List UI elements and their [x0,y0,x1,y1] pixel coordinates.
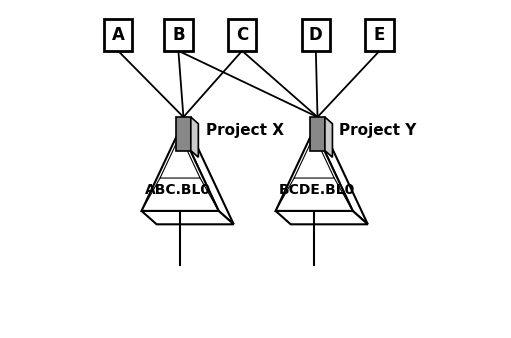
Polygon shape [180,129,234,224]
Text: A: A [111,26,125,44]
Polygon shape [176,117,191,150]
Text: D: D [309,26,323,44]
Polygon shape [325,117,333,157]
Text: Project X: Project X [206,123,285,138]
Text: Project Y: Project Y [339,123,416,138]
FancyBboxPatch shape [301,19,330,51]
Text: E: E [374,26,385,44]
Polygon shape [275,211,368,224]
Polygon shape [310,117,325,150]
Text: B: B [172,26,184,44]
Text: BCDE.BL0: BCDE.BL0 [279,184,355,197]
Polygon shape [160,135,200,178]
Polygon shape [314,129,368,224]
FancyBboxPatch shape [365,19,394,51]
Text: ABC.BL0: ABC.BL0 [145,184,211,197]
Text: C: C [236,26,248,44]
Polygon shape [294,135,334,178]
FancyBboxPatch shape [104,19,132,51]
Polygon shape [142,211,234,224]
Polygon shape [142,129,219,211]
FancyBboxPatch shape [164,19,193,51]
Polygon shape [191,117,198,157]
Polygon shape [275,129,353,211]
FancyBboxPatch shape [228,19,257,51]
